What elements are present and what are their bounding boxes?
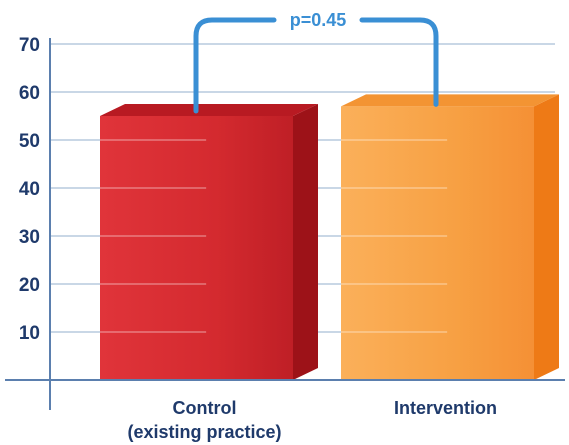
significance-bracket xyxy=(193,17,439,114)
x-category-sublabel: (existing practice) xyxy=(127,422,281,442)
y-tick-label: 10 xyxy=(19,323,40,344)
y-tick-label: 30 xyxy=(19,227,40,248)
y-tick-label: 40 xyxy=(19,179,40,200)
x-category-label: Intervention xyxy=(394,398,497,418)
p-value-label: p=0.45 xyxy=(290,10,347,30)
x-category-label: Control xyxy=(173,398,237,418)
y-tick-label: 70 xyxy=(19,35,40,56)
y-tick-label: 60 xyxy=(19,83,40,104)
y-tick-label: 50 xyxy=(19,131,40,152)
bar-intervention xyxy=(341,94,559,381)
bar-control xyxy=(100,104,318,380)
y-tick-label: 20 xyxy=(19,275,40,296)
